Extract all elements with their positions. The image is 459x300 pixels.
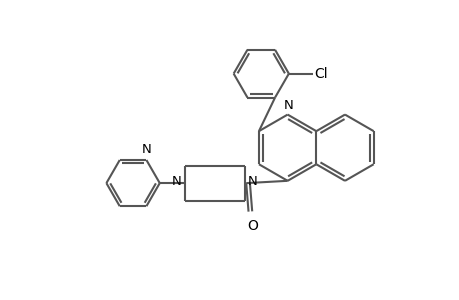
- Text: N: N: [141, 143, 151, 156]
- Text: O: O: [246, 218, 257, 233]
- Text: Cl: Cl: [314, 67, 328, 81]
- Text: N: N: [283, 99, 293, 112]
- Text: N: N: [247, 175, 257, 188]
- Text: N: N: [172, 175, 181, 188]
